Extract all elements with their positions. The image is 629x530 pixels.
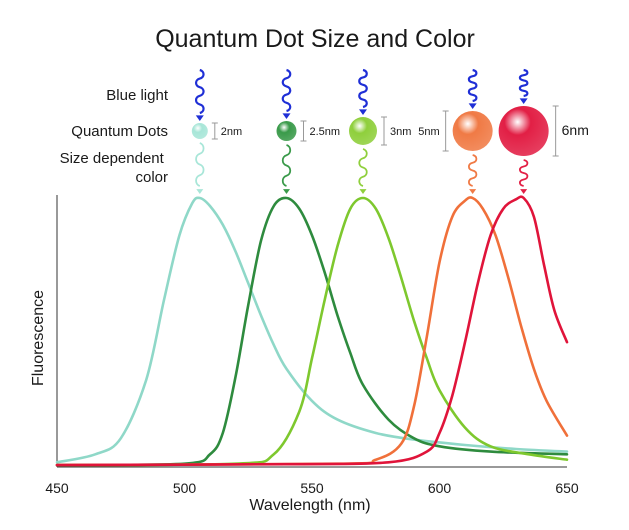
quantum-dot	[276, 121, 297, 141]
emission-arrow	[195, 142, 205, 187]
blue-light-arrow	[194, 68, 205, 115]
x-tick-layer: 450 500 550 600 650	[45, 480, 579, 496]
chart-title: Quantum Dot Size and Color	[155, 25, 475, 53]
emission-arrow	[281, 144, 292, 187]
x-tick-label: 450	[45, 480, 69, 496]
dot-size-label: 3nm	[390, 126, 411, 138]
y-axis-label: Fluorescence	[30, 290, 47, 386]
emission-arrow	[468, 154, 478, 187]
emission-arrow-head	[520, 189, 528, 194]
emission-arrow	[358, 148, 368, 187]
blue-arrow-head	[282, 113, 291, 119]
size-bracket	[552, 105, 559, 157]
series-line-1	[55, 196, 569, 464]
blue-light-arrow	[281, 68, 292, 113]
quantum-dot	[452, 111, 493, 151]
size-bracket	[300, 120, 307, 142]
series-line-2	[55, 196, 569, 467]
emission-arrow-head	[283, 189, 290, 194]
x-tick-label: 550	[300, 480, 324, 496]
quantum-dot	[498, 106, 549, 156]
row-label-size-dependent-color: Size dependent color	[60, 150, 168, 186]
row-label-quantum-dots: Quantum Dots	[71, 123, 168, 140]
dot-size-label: 2nm	[221, 126, 242, 138]
emission-arrow-head	[359, 189, 367, 194]
dot-illustration: 2nm 2.5nm 3nm 5nm 6nm	[191, 68, 589, 194]
x-tick-label: 650	[555, 480, 579, 496]
series-line-4	[55, 196, 569, 467]
blue-light-arrow	[467, 68, 478, 103]
emission-arrow-head	[196, 189, 204, 194]
quantum-dot-group-2: 2.5nm	[276, 68, 341, 194]
blue-arrow-head	[359, 109, 367, 115]
x-axis-label: Wavelength (nm)	[249, 497, 370, 514]
blue-arrow-head	[519, 98, 528, 104]
series-layer	[55, 195, 569, 467]
size-bracket	[381, 116, 387, 146]
quantum-dot-group-4: 5nm	[418, 68, 493, 194]
row-label-blue-light: Blue light	[106, 87, 169, 104]
x-tick-label: 500	[173, 480, 197, 496]
emission-arrow-head	[469, 189, 477, 194]
series-line-3	[55, 196, 569, 467]
quantum-dot-group-1: 2nm	[191, 68, 242, 194]
size-bracket	[442, 110, 449, 152]
blue-arrow-head	[195, 115, 204, 121]
series-line-5	[55, 195, 569, 467]
dot-size-label: 6nm	[562, 122, 589, 138]
dot-size-label: 2.5nm	[310, 126, 341, 138]
size-bracket	[211, 122, 218, 140]
blue-arrow-head	[468, 103, 477, 109]
emission-arrow	[519, 159, 529, 187]
quantum-dot-group-5: 6nm	[498, 68, 589, 194]
quantum-dot	[191, 123, 208, 139]
blue-light-arrow	[358, 68, 368, 109]
dot-size-label: 5nm	[418, 126, 439, 138]
quantum-dot	[349, 117, 377, 145]
blue-light-arrow	[518, 68, 529, 98]
quantum-dot-group-3: 3nm	[349, 68, 411, 194]
x-tick-label: 600	[428, 480, 452, 496]
